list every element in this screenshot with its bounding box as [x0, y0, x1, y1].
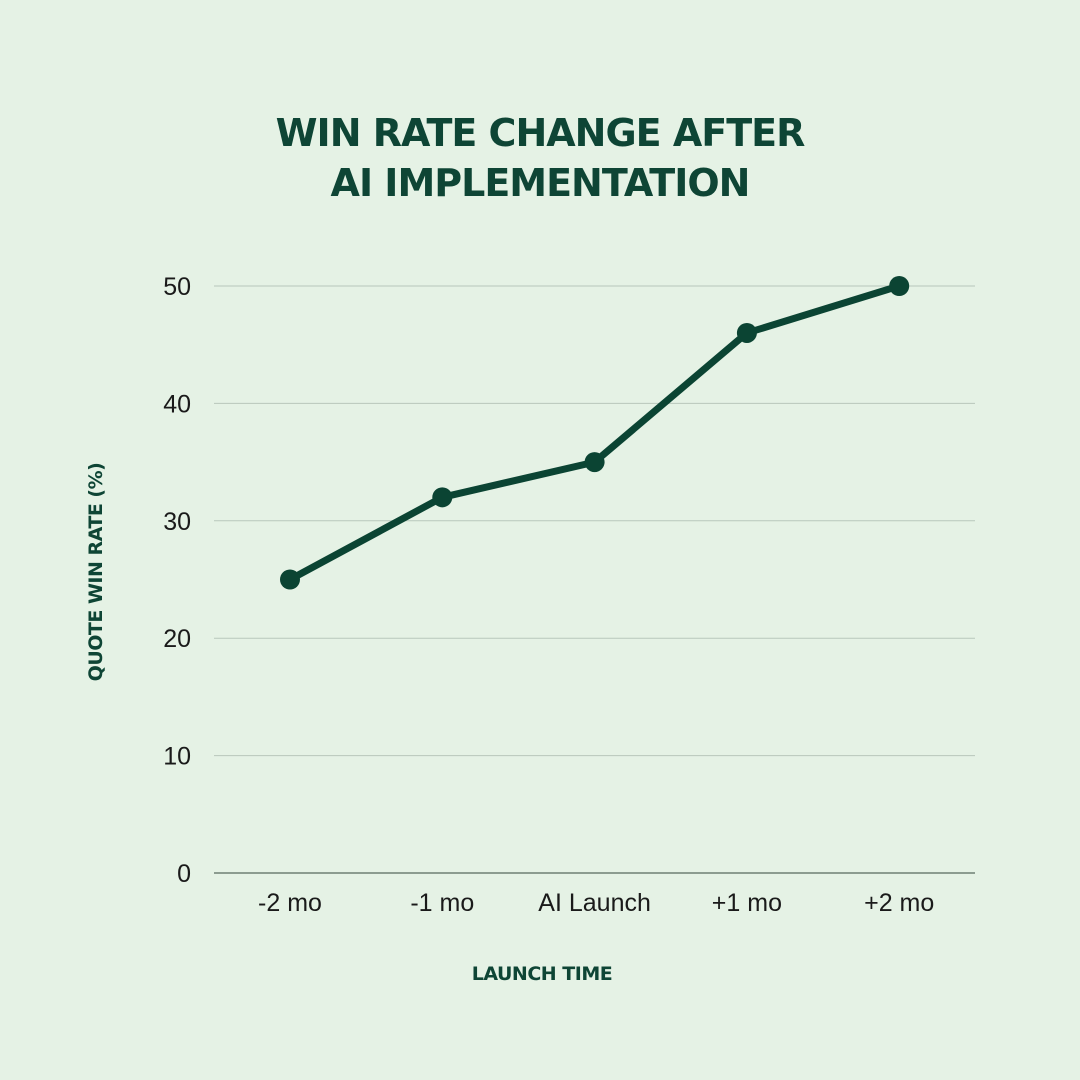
- y-tick-label: 0: [177, 860, 191, 888]
- y-tick-label: 20: [163, 625, 191, 653]
- x-tick-label: +1 mo: [712, 889, 782, 917]
- chart-title-line-2: AI IMPLEMENTATION: [330, 161, 751, 205]
- x-tick-label: -2 mo: [258, 889, 322, 917]
- data-point-+1-mo: [736, 322, 757, 343]
- data-point-+2-mo: [889, 276, 910, 296]
- x-tick-label: -1 mo: [410, 889, 474, 917]
- gridlines: [214, 285, 975, 874]
- series-line: [286, 282, 903, 583]
- x-axis-title: LAUNCH TIME: [472, 963, 612, 985]
- y-axis-title: QUOTE WIN RATE (%): [85, 463, 107, 682]
- y-tick-label: 30: [163, 508, 191, 536]
- series-layer: [280, 276, 910, 590]
- data-point--2-mo: [280, 569, 300, 590]
- data-point--1-mo: [432, 487, 453, 508]
- y-tick-label: 50: [163, 273, 191, 301]
- chart-title: WIN RATE CHANGE AFTER AI IMPLEMENTATION: [200, 108, 880, 208]
- data-point-ai-launch: [584, 452, 605, 473]
- chart-title-line-1: WIN RATE CHANGE AFTER: [275, 111, 806, 155]
- x-tick-labels: -2 mo -1 mo AI Launch +1 mo +2 mo: [258, 889, 934, 917]
- x-tick-label: +2 mo: [864, 889, 934, 917]
- y-tick-label: 10: [163, 743, 191, 771]
- x-tick-label: AI Launch: [538, 889, 651, 917]
- y-tick-labels: 0 10 20 30 40 50: [163, 273, 191, 888]
- y-tick-label: 40: [163, 390, 191, 418]
